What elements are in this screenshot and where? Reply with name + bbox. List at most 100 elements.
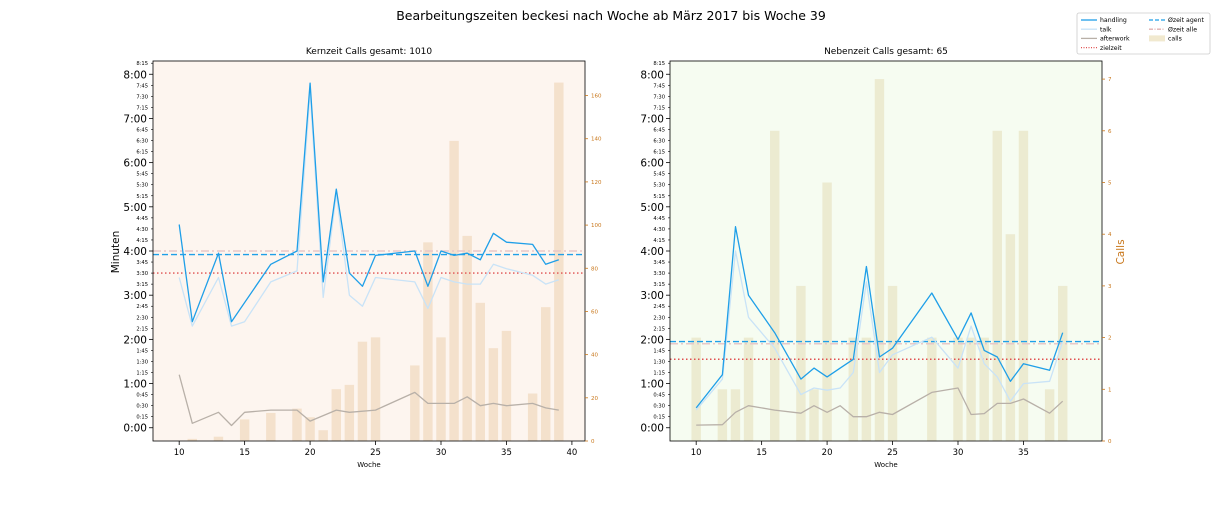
x-tick-label: 10 — [174, 448, 185, 458]
legend-item: zielzeit — [1081, 45, 1122, 52]
calls-bar — [770, 130, 780, 442]
y-tick-label-minor: 7:15 — [653, 105, 665, 111]
calls-bar — [1058, 285, 1068, 441]
y-tick-label-major: 1:00 — [123, 379, 147, 391]
y-tick-label-minor: 2:30 — [653, 315, 665, 321]
y-tick-label-major: 6:00 — [123, 158, 147, 170]
y2-tick-label: 7 — [1108, 77, 1112, 83]
calls-bar — [874, 79, 885, 441]
handling-line — [178, 82, 560, 323]
subplot-1: 10 15 20 25 30 35 40 Woche Kernzeit Calls gesamt… — [123, 47, 602, 469]
y-tick-label-minor: 2:15 — [136, 326, 148, 332]
calls-bar — [213, 436, 224, 441]
y-tick-label-minor: 4:45 — [136, 216, 148, 222]
x-tick-label: 25 — [887, 448, 898, 458]
calls-bar — [979, 337, 989, 441]
legend-item: calls — [1149, 35, 1182, 43]
y-tick-label-major: 2:00 — [640, 334, 664, 346]
y-tick-label-minor: 0:45 — [653, 393, 665, 399]
y-tick-label-minor: 2:45 — [136, 304, 148, 310]
x-axis-label: Woche — [357, 461, 380, 469]
legend-label: calls — [1168, 36, 1182, 43]
calls-bar — [357, 341, 368, 441]
y2-tick-label: 0 — [1108, 439, 1112, 445]
y-tick-label-minor: 1:15 — [653, 371, 665, 377]
x-tick-label: 15 — [756, 448, 767, 458]
calls-bar — [410, 365, 420, 441]
talk-line — [695, 250, 1064, 411]
calls-bar — [717, 389, 728, 441]
y-tick-label-major: 3:00 — [640, 290, 664, 302]
legend-item: Øzeit agent — [1149, 16, 1204, 24]
y-tick-label-major: 7:00 — [640, 113, 664, 125]
legend-label: Øzeit agent — [1168, 16, 1204, 24]
y-axis-label-right: Calls — [1115, 239, 1127, 264]
y-tick-label-major: 2:00 — [123, 334, 147, 346]
y-tick-label-minor: 3:15 — [136, 282, 148, 288]
y-tick-label-minor: 3:45 — [653, 260, 665, 266]
y-tick-label-minor: 0:30 — [653, 404, 665, 410]
y2-tick-label: 100 — [591, 223, 602, 229]
y-tick-label-minor: 8:15 — [136, 61, 148, 67]
y2-tick-label: 40 — [591, 353, 598, 359]
y-tick-label-minor: 4:30 — [136, 227, 148, 233]
subplot-title: Kernzeit Calls gesamt: 1010 — [306, 47, 433, 57]
calls-bar — [848, 337, 858, 441]
y-tick-label-minor: 5:15 — [136, 194, 148, 200]
x-tick-label: 20 — [305, 448, 316, 458]
y-tick-label-major: 4:00 — [640, 246, 664, 258]
calls-bar — [292, 408, 302, 441]
y2-tick-label: 120 — [591, 180, 602, 186]
legend-frame — [1076, 12, 1211, 55]
y-tick-label-minor: 0:30 — [136, 404, 148, 410]
y-tick-label-minor: 7:45 — [136, 83, 148, 89]
y-tick-label-minor: 1:45 — [136, 348, 148, 354]
y-tick-label-major: 3:00 — [123, 290, 147, 302]
legend-label: afterwork — [1100, 36, 1130, 43]
calls-bar — [475, 302, 485, 441]
calls-bar — [992, 130, 1002, 442]
subplot-title: Nebenzeit Calls gesamt: 65 — [824, 47, 948, 57]
y2-tick-label: 2 — [1108, 336, 1112, 342]
y-tick-label-minor: 3:30 — [653, 271, 665, 277]
calls-bar — [927, 337, 937, 441]
y-tick-label-minor: 2:45 — [653, 304, 665, 310]
y-tick-label-minor: 7:30 — [653, 94, 665, 100]
calls-bar — [1005, 234, 1016, 441]
legend-label: Øzeit alle — [1168, 25, 1197, 33]
calls-bar — [239, 419, 250, 441]
y2-tick-label: 60 — [591, 309, 598, 315]
handling-line — [695, 226, 1064, 409]
x-tick-label: 35 — [501, 448, 512, 458]
calls-bar — [691, 337, 701, 441]
calls-bar — [266, 412, 276, 441]
y-tick-label-minor: 6:30 — [653, 139, 665, 145]
y-tick-label-minor: 5:45 — [653, 172, 665, 178]
y-tick-label-major: 4:00 — [123, 246, 147, 258]
calls-bar — [527, 393, 538, 441]
y2-tick-label: 20 — [591, 396, 598, 402]
y-tick-label-minor: 7:15 — [136, 105, 148, 111]
plot-background — [670, 61, 1102, 441]
calls-bar — [331, 389, 341, 441]
calls-bar — [887, 285, 898, 441]
calls-bar — [423, 242, 433, 441]
y2-tick-label: 1 — [1108, 387, 1112, 393]
calls-bar — [743, 337, 754, 441]
y2-tick-label: 80 — [591, 266, 598, 272]
y-tick-label-minor: 2:30 — [136, 315, 148, 321]
y2-tick-label: 0 — [591, 439, 595, 445]
calls-bar — [730, 389, 741, 441]
y2-tick-label: 6 — [1108, 129, 1112, 135]
y-tick-label-minor: 3:30 — [136, 271, 148, 277]
y-tick-label-minor: 5:45 — [136, 172, 148, 178]
calls-bar — [1018, 130, 1029, 442]
x-axis-label: Woche — [874, 461, 897, 469]
y-tick-label-major: 8:00 — [640, 69, 664, 81]
y-axis-label-left: Minuten — [110, 231, 122, 274]
calls-bar — [796, 285, 806, 441]
y-tick-label-minor: 3:45 — [136, 260, 148, 266]
